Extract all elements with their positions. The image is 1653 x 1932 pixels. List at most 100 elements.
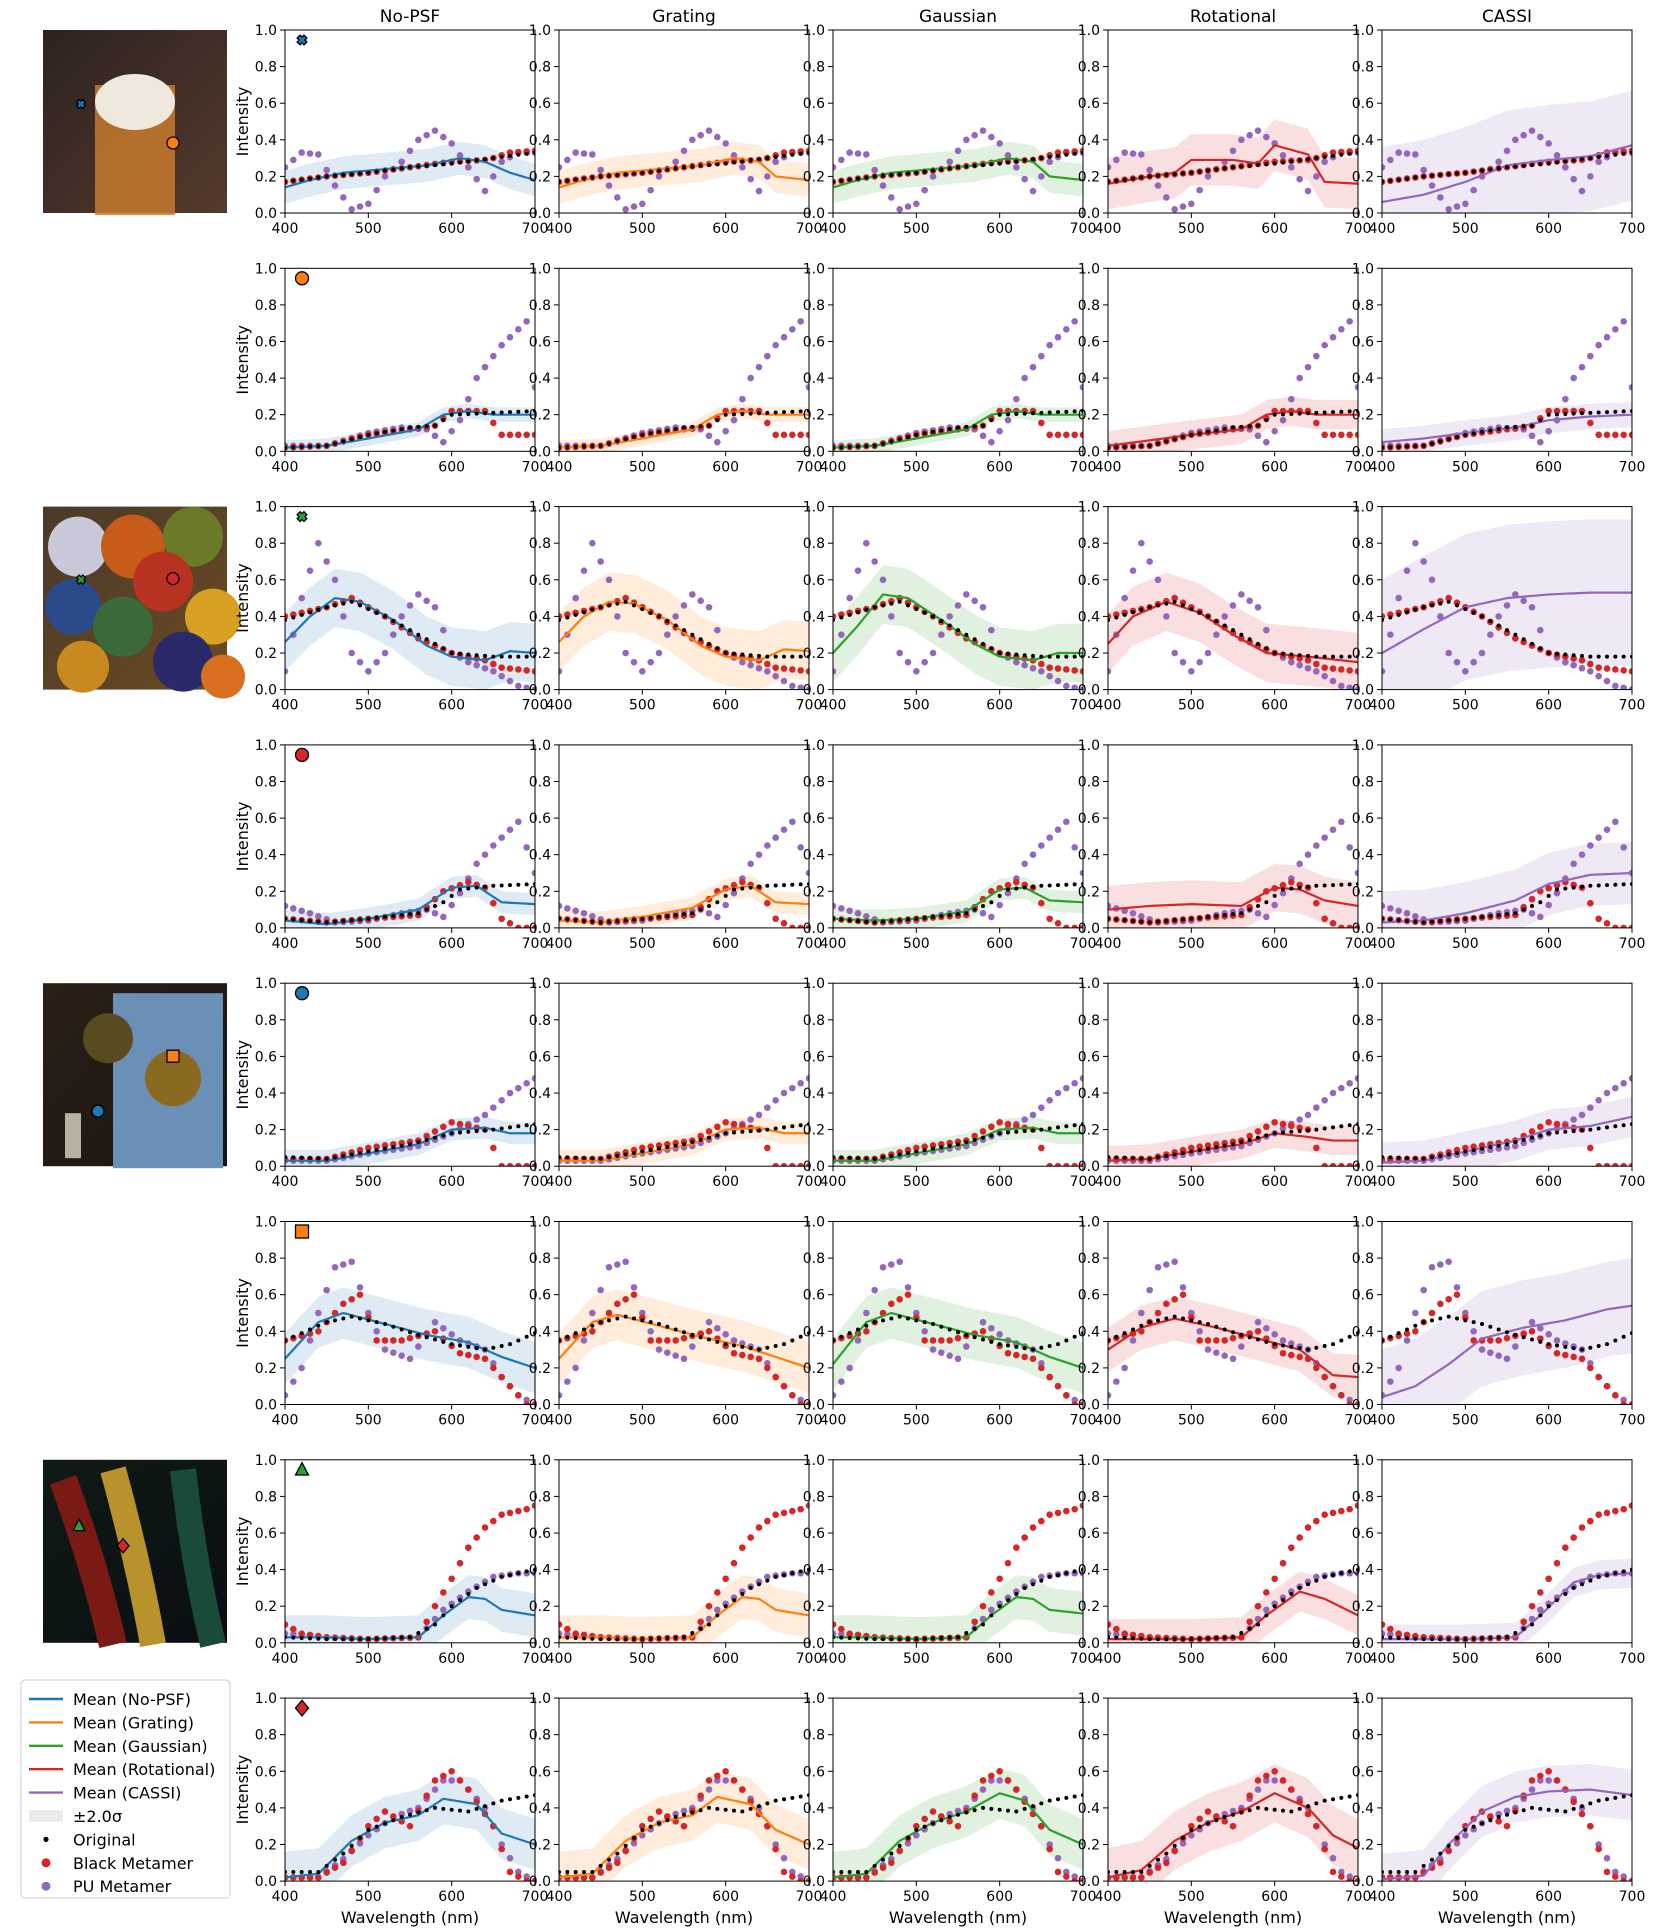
original-point xyxy=(582,1327,586,1332)
original-point xyxy=(1264,1339,1269,1344)
plot-area xyxy=(285,127,535,213)
plot-area xyxy=(833,1258,1083,1405)
original-point xyxy=(416,1332,421,1337)
pu-metamer-point xyxy=(1254,1786,1262,1793)
y-tick-label: 0.4 xyxy=(1352,848,1374,864)
legend-label: Black Metamer xyxy=(73,1854,194,1873)
original-point xyxy=(1347,1123,1352,1128)
original-point xyxy=(1563,652,1568,657)
original-point xyxy=(408,1635,412,1640)
pu-metamer-point xyxy=(1537,1777,1544,1784)
pu-metamer-point xyxy=(904,203,912,210)
black-metamer-point xyxy=(1038,419,1045,427)
original-point xyxy=(1214,1636,1219,1641)
original-point xyxy=(1605,1125,1609,1130)
original-point xyxy=(947,623,952,628)
pu-metamer-point xyxy=(846,1364,853,1372)
original-point xyxy=(698,1335,703,1340)
pu-metamer-point xyxy=(1478,1346,1486,1353)
pu-metamer-point xyxy=(1403,150,1411,157)
y-tick-label: 1.0 xyxy=(1352,261,1374,277)
original-point xyxy=(922,1148,927,1153)
original-point xyxy=(1006,160,1010,165)
pu-metamer-point xyxy=(1296,661,1303,669)
pu-metamer-point xyxy=(1229,147,1237,155)
original-point xyxy=(1621,409,1626,414)
x-tick-label: 400 xyxy=(1369,1174,1396,1190)
black-metamer-point xyxy=(1246,1132,1253,1140)
black-metamer-point xyxy=(506,665,514,672)
original-point xyxy=(782,1125,786,1130)
y-tick-label: 0.0 xyxy=(529,1159,551,1175)
y-tick-label: 0.8 xyxy=(803,775,825,791)
black-metamer-point xyxy=(1329,431,1337,439)
black-metamer-point xyxy=(1628,431,1632,439)
original-point xyxy=(1563,1344,1568,1349)
original-point xyxy=(997,1342,1002,1347)
black-metamer-point xyxy=(1113,611,1120,618)
black-metamer-point xyxy=(647,1337,654,1344)
pu-metamer-point xyxy=(863,539,870,547)
pu-metamer-point xyxy=(1354,686,1358,690)
pu-metamer-point xyxy=(1428,182,1436,189)
black-metamer-point xyxy=(1620,924,1627,928)
pu-metamer-point xyxy=(1154,576,1162,584)
original-point xyxy=(1297,653,1302,658)
plot-area xyxy=(1108,1502,1358,1643)
column-title: Gaussian xyxy=(919,7,997,27)
original-point xyxy=(1239,1631,1244,1636)
pu-metamer-point xyxy=(1229,1807,1237,1815)
original-point xyxy=(1580,653,1584,658)
black-metamer-point xyxy=(1428,1309,1436,1317)
pu-metamer-point xyxy=(1138,151,1145,158)
uncertainty-band xyxy=(1108,1296,1358,1400)
black-metamer-point xyxy=(1108,613,1112,620)
y-tick-label: 0.8 xyxy=(1078,536,1100,552)
original-point xyxy=(341,601,346,606)
original-point xyxy=(1256,163,1260,168)
pu-metamer-point xyxy=(1021,374,1028,382)
pu-metamer-point xyxy=(431,1786,439,1793)
pu-metamer-point xyxy=(323,1286,330,1294)
original-point xyxy=(765,1127,770,1132)
original-point xyxy=(1072,151,1077,156)
pu-metamer-point xyxy=(1221,1352,1228,1359)
black-metamer-point xyxy=(1528,895,1536,903)
original-point xyxy=(1596,410,1601,415)
original-point xyxy=(1214,1145,1219,1150)
original-point xyxy=(349,599,354,604)
black-metamer-point xyxy=(406,1334,414,1342)
original-point xyxy=(1488,1636,1493,1641)
pu-metamer-point xyxy=(559,668,563,675)
pu-metamer-point xyxy=(498,341,505,349)
black-metamer-point xyxy=(381,1142,389,1149)
black-metamer-point xyxy=(722,1118,729,1126)
pu-metamer-point xyxy=(564,156,571,164)
original-point xyxy=(707,903,711,908)
original-point xyxy=(1181,171,1185,176)
original-point xyxy=(889,1851,894,1856)
x-tick-label: 700 xyxy=(522,936,549,952)
pu-metamer-point xyxy=(1403,909,1411,917)
original-point xyxy=(291,615,296,620)
black-metamer-point xyxy=(1013,1351,1020,1359)
pu-metamer-point xyxy=(1196,658,1203,666)
black-metamer-point xyxy=(988,1589,995,1596)
black-metamer-point xyxy=(1562,1544,1569,1551)
original-point xyxy=(632,1637,636,1642)
black-metamer-point xyxy=(938,1813,945,1820)
y-tick-label: 0.0 xyxy=(529,444,551,460)
pu-metamer-point xyxy=(680,147,688,155)
scene-yarn-ball xyxy=(153,631,213,692)
black-metamer-point xyxy=(506,431,514,439)
pu-metamer-point xyxy=(315,151,322,158)
original-point xyxy=(1306,1128,1310,1133)
original-point xyxy=(723,893,728,898)
y-tick-label: 0.6 xyxy=(803,96,825,112)
pu-metamer-point xyxy=(1108,1392,1112,1399)
original-point xyxy=(441,1613,446,1618)
pu-metamer-point xyxy=(805,686,809,690)
black-metamer-point xyxy=(630,1291,638,1298)
original-point xyxy=(1596,654,1601,659)
